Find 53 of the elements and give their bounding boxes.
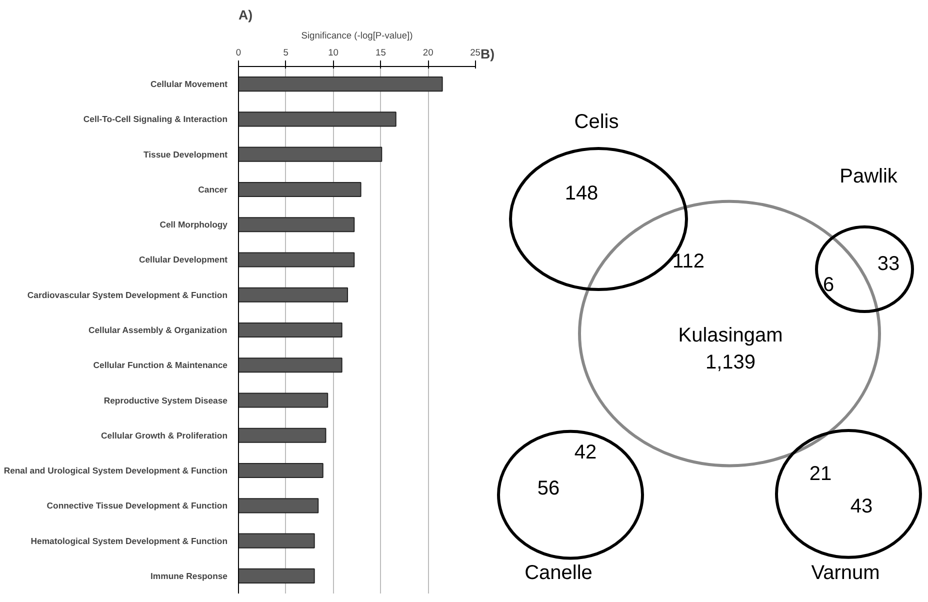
- y-tick-label: Cell Morphology: [160, 220, 228, 230]
- text: 148: [564, 182, 598, 205]
- bar: [238, 498, 319, 514]
- y-tick-label: Cellular Growth & Proliferation: [101, 430, 228, 440]
- bar: [238, 182, 362, 197]
- y-tick-label: Cellular Assembly & Organization: [88, 325, 228, 335]
- bar: [238, 217, 355, 232]
- y-tick-label: Renal and Urological System Development & Function: [4, 466, 228, 476]
- bar: [238, 358, 342, 373]
- text: Varnum: [811, 562, 880, 584]
- y-tick-label: Cell-To-Cell Signaling & Interaction: [83, 114, 228, 124]
- bar: [238, 392, 328, 408]
- bar: [238, 252, 355, 268]
- x-tick-label: 15: [376, 48, 386, 58]
- y-tick-label: Immune Response: [150, 570, 228, 581]
- text: Pawlik: [840, 166, 898, 188]
- y-tick-label: Cancer: [198, 184, 228, 194]
- y-tick-label: Cellular Development: [138, 254, 228, 265]
- x-tick-label: 0: [236, 48, 242, 58]
- text: 42: [574, 442, 597, 464]
- y-tick-label: Cardiovascular System Development & Function: [27, 290, 228, 300]
- y-tick-label: Reproductive System Disease: [104, 395, 228, 406]
- text: 33: [877, 253, 900, 276]
- text: Celis: [574, 111, 619, 134]
- y-tick-label: Connective Tissue Development & Function: [46, 500, 228, 511]
- y-tick-label: Cellular Movement: [150, 79, 228, 90]
- bar: [238, 146, 382, 162]
- y-tick-label: Tissue Development: [143, 149, 228, 160]
- x-axis-title: Significance (-log[P-value]): [301, 30, 413, 40]
- x-tick-label: 5: [283, 48, 289, 58]
- text: 43: [850, 495, 873, 518]
- text: Canelle: [524, 562, 592, 584]
- text: 56: [537, 478, 560, 500]
- bar: [238, 287, 348, 302]
- x-tick-label: 10: [328, 48, 339, 58]
- bar: [238, 463, 324, 478]
- text: 21: [809, 462, 832, 485]
- x-tick-label: 20: [422, 48, 434, 58]
- bar: [238, 112, 396, 127]
- text: 112: [672, 250, 704, 272]
- text: Kulasingam: [678, 324, 783, 346]
- bar: [238, 428, 326, 443]
- bar: [238, 76, 443, 92]
- chart-title: A): [238, 8, 253, 22]
- bar: [238, 533, 315, 548]
- text: 1,139: [705, 352, 756, 374]
- text: 6: [822, 274, 834, 296]
- y-tick-label: Cellular Function & Maintenance: [93, 360, 228, 370]
- y-tick-label: Hematological System Development & Function: [30, 536, 228, 546]
- bar: [238, 322, 342, 338]
- bar: [238, 568, 315, 584]
- x-tick-label: 25: [470, 48, 481, 58]
- text: B): [480, 46, 495, 62]
